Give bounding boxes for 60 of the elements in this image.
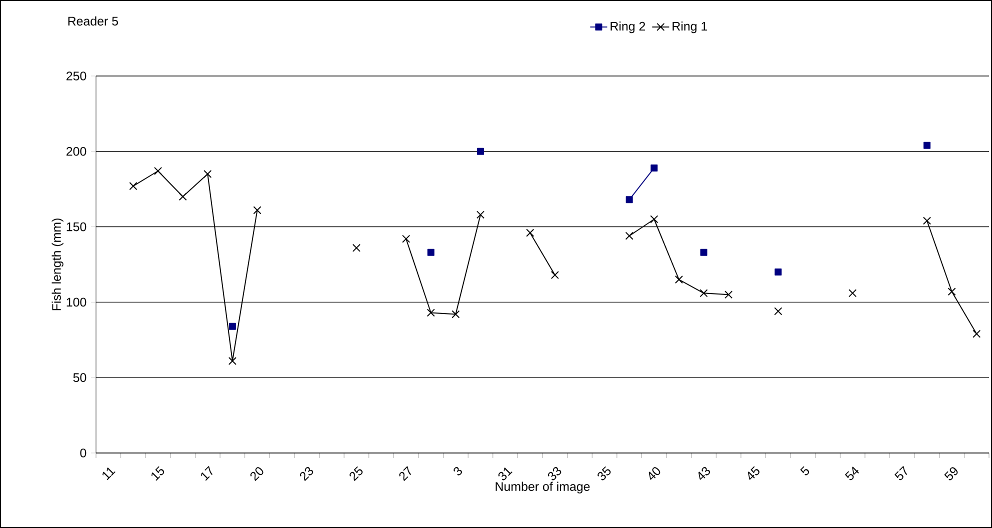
y-tick-label: 0: [80, 448, 86, 458]
point: [922, 216, 932, 225]
x-tick-label: 15: [151, 466, 164, 481]
point: [700, 248, 708, 256]
point: [774, 307, 782, 316]
point: [228, 322, 236, 330]
point: [129, 182, 138, 190]
point: [700, 289, 708, 298]
x-tick-label: 40: [648, 467, 660, 480]
point: [626, 196, 633, 204]
point: [253, 206, 262, 214]
point: [476, 148, 484, 155]
point: [923, 142, 930, 149]
x-tick-label: 11: [102, 467, 116, 480]
x-tick-label: 43: [698, 467, 710, 480]
point: [526, 228, 534, 237]
x-tick-label: 54: [844, 466, 859, 480]
y-tick-label: 100: [66, 298, 86, 307]
x-tick-label: 35: [598, 466, 611, 480]
point: [154, 166, 162, 176]
y-tick-label: 50: [73, 373, 86, 382]
point: [724, 290, 733, 299]
point: [972, 330, 981, 338]
y-axis-title: Fish length (mm): [52, 218, 64, 310]
chart-title: Reader 5: [68, 16, 118, 26]
x-tick-label: 45: [748, 466, 760, 480]
point: [848, 289, 857, 298]
x-tick-label: 23: [300, 467, 314, 482]
point: [427, 248, 434, 256]
point: [204, 170, 212, 178]
x-tick-label: 31: [498, 468, 512, 480]
point: [228, 356, 236, 366]
point: [774, 268, 782, 276]
x-tick-label: 17: [201, 466, 213, 481]
y-tick-label: 250: [66, 72, 86, 80]
x-tick-label: 33: [548, 467, 562, 480]
y-tick-label: 200: [66, 146, 86, 156]
point: [476, 210, 485, 219]
point: [178, 192, 187, 201]
legend-label: Ring 2: [610, 22, 646, 34]
x-tick-label: 57: [894, 466, 908, 480]
point: [625, 232, 634, 240]
point: [674, 276, 683, 284]
x-tick-label: 3: [454, 467, 462, 476]
point: [948, 288, 956, 296]
point: [402, 234, 410, 243]
point: [426, 308, 435, 317]
x-tick-label: 20: [250, 467, 264, 482]
x-axis-title: Number of image: [496, 482, 590, 494]
x-tick-label: 25: [350, 466, 363, 482]
legend-label: Ring 1: [672, 22, 708, 34]
x-tick-label: 27: [399, 466, 412, 482]
x-tick-label: 59: [944, 467, 958, 480]
point: [452, 310, 460, 318]
point: [352, 244, 361, 252]
point: [650, 215, 658, 224]
x-tick-label: 5: [800, 466, 810, 476]
point: [650, 164, 658, 172]
point: [550, 271, 559, 280]
y-tick-label: 150: [66, 222, 86, 232]
